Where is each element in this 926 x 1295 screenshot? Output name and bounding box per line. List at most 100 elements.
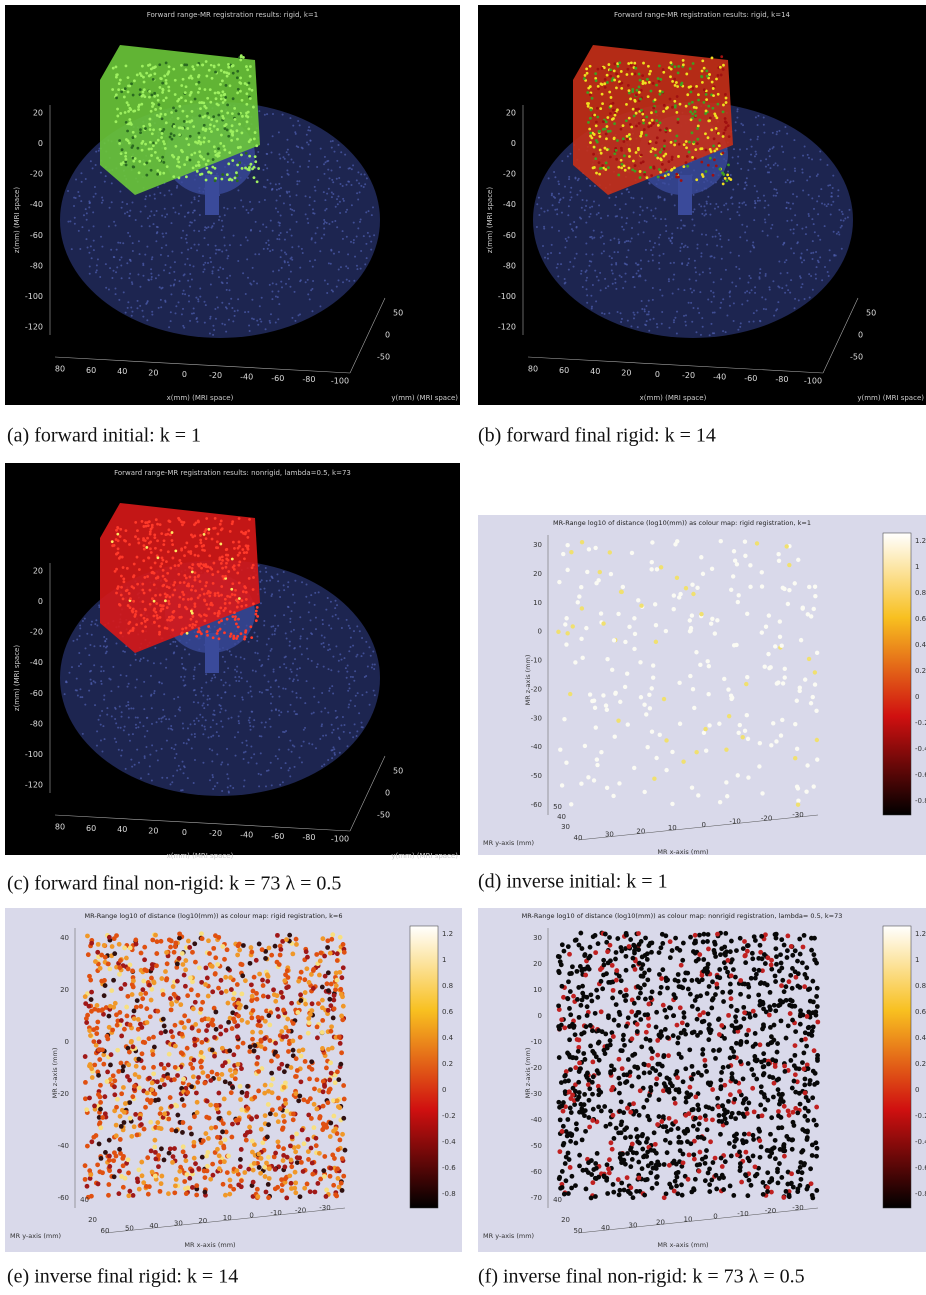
mri-point (362, 726, 364, 728)
mri-point (291, 158, 293, 160)
range-point (188, 566, 191, 569)
range-point (600, 152, 603, 155)
mri-point (139, 253, 141, 255)
mri-point (361, 655, 363, 657)
mri-point (109, 267, 111, 269)
mri-point (323, 234, 325, 236)
mri-point (626, 189, 628, 191)
range-point (220, 562, 223, 565)
mri-point (297, 171, 299, 173)
range-point (125, 121, 128, 124)
distance-point (613, 691, 617, 695)
tick-label: 40 (574, 834, 583, 842)
mri-point (334, 752, 336, 754)
mri-point (258, 785, 260, 787)
mri-point (570, 187, 572, 189)
mri-point (132, 733, 134, 735)
range-point (688, 151, 691, 154)
mri-point (720, 211, 722, 213)
mri-point (285, 253, 287, 255)
mri-point (756, 190, 758, 192)
mri-point (207, 736, 209, 738)
range-point (128, 142, 131, 145)
mri-point (153, 662, 155, 664)
range-point (125, 163, 128, 166)
distance-point (694, 750, 698, 754)
mri-point (119, 190, 121, 192)
mri-point (743, 188, 745, 190)
mri-point (614, 282, 616, 284)
mri-point (246, 258, 248, 260)
range-point (185, 175, 188, 178)
mri-point (816, 200, 818, 202)
range-point (161, 117, 164, 120)
distance-point (595, 763, 599, 767)
mri-point (115, 225, 117, 227)
mri-point (116, 266, 118, 268)
mri-point (309, 260, 311, 262)
distance-point (778, 635, 782, 639)
range-point (158, 63, 161, 66)
range-point (664, 169, 667, 172)
mri-point (717, 206, 719, 208)
mri-point (338, 660, 340, 662)
mri-point (128, 734, 130, 736)
mri-point (356, 735, 358, 737)
distance-point (126, 1171, 131, 1176)
mri-point (278, 183, 280, 185)
distance-point (729, 697, 733, 701)
range-point (241, 548, 244, 551)
range-point (142, 125, 145, 128)
mri-point (247, 692, 249, 694)
mri-point (739, 326, 741, 328)
mri-point (348, 280, 350, 282)
mri-point (130, 707, 132, 709)
mri-point (319, 738, 321, 740)
distance-point (106, 1193, 111, 1198)
mri-point (110, 249, 112, 251)
distance-point (787, 563, 791, 567)
mri-point (99, 715, 101, 717)
mri-point (578, 178, 580, 180)
distance-point (275, 1054, 280, 1059)
mri-point (348, 683, 350, 685)
distance-point (192, 941, 197, 946)
mri-point (174, 261, 176, 263)
tick-label: 0.6 (915, 615, 926, 623)
range-point (155, 602, 158, 605)
mri-point (271, 188, 273, 190)
distance-point (143, 1105, 148, 1110)
tick-label: -40 (240, 373, 253, 382)
mri-point (332, 193, 334, 195)
range-point (197, 596, 200, 599)
mri-point (119, 706, 121, 708)
distance-point (623, 685, 627, 689)
mri-point (277, 758, 279, 760)
range-point (122, 580, 125, 583)
range-point (628, 133, 631, 136)
mri-point (227, 208, 229, 210)
mri-point (321, 765, 323, 767)
mri-point (302, 252, 304, 254)
range-point (125, 529, 128, 532)
range-point (139, 128, 142, 131)
mri-point (127, 704, 129, 706)
mri-point (263, 248, 265, 250)
range-point (640, 154, 643, 157)
mri-point (364, 263, 366, 265)
distance-point (617, 781, 621, 785)
mri-point (827, 271, 829, 273)
mri-point (818, 195, 820, 197)
range-point (240, 55, 243, 58)
mri-point (235, 680, 237, 682)
mri-point (197, 300, 199, 302)
mri-point (241, 696, 243, 698)
range-point (190, 618, 193, 621)
mri-point (342, 716, 344, 718)
range-point (605, 162, 608, 165)
mri-point (241, 742, 243, 744)
tick-label: 0 (915, 693, 919, 701)
range-point (663, 104, 666, 107)
range-point (670, 169, 673, 172)
mri-point (170, 293, 172, 295)
